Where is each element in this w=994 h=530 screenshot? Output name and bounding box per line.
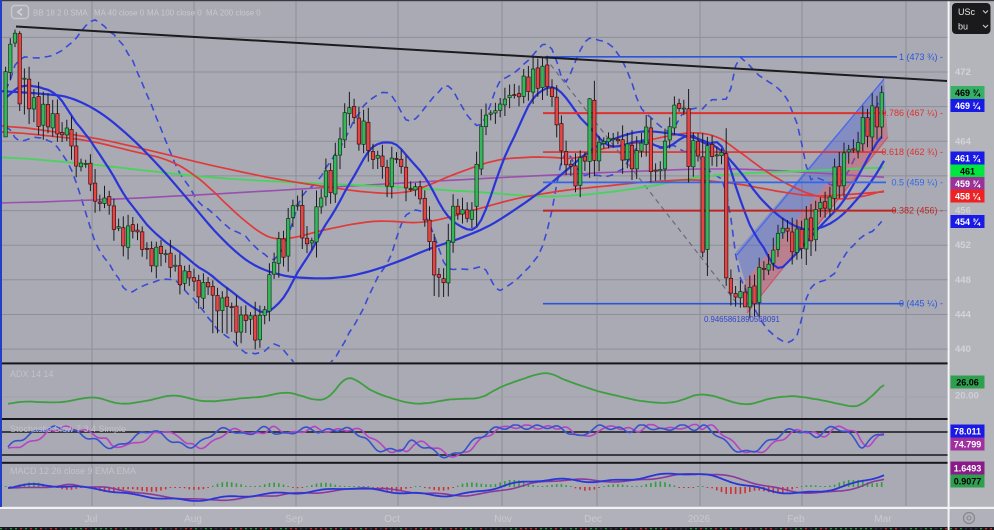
svg-text:Jul: Jul	[85, 514, 98, 525]
svg-text:Stochastic Slow 7 3 4 Simple: Stochastic Slow 7 3 4 Simple	[10, 424, 126, 434]
svg-text:78.011: 78.011	[954, 427, 981, 437]
svg-text:0.9077: 0.9077	[954, 477, 982, 487]
svg-text:0.5 (459 ¼) -: 0.5 (459 ¼) -	[891, 177, 943, 187]
svg-text:26.06: 26.06	[956, 378, 979, 388]
svg-text:469 ¾: 469 ¾	[955, 88, 982, 98]
svg-text:458 ¼: 458 ¼	[955, 192, 982, 202]
svg-text:454 ¾: 454 ¾	[955, 217, 982, 227]
svg-text:MA 100 close 0: MA 100 close 0	[147, 9, 202, 18]
svg-text:ADX 14 14: ADX 14 14	[10, 369, 54, 379]
svg-text:2026: 2026	[688, 514, 711, 525]
svg-text:74.799: 74.799	[954, 440, 982, 450]
svg-text:Mar: Mar	[874, 514, 892, 525]
svg-text:464: 464	[955, 136, 972, 147]
svg-text:448: 448	[955, 275, 971, 286]
svg-text:Nov: Nov	[494, 514, 512, 525]
svg-text:MA 200 close 0: MA 200 close 0	[206, 9, 261, 18]
svg-text:459 ¾: 459 ¾	[955, 179, 982, 189]
svg-text:0.786 (467 ¼) -: 0.786 (467 ¼) -	[881, 108, 943, 118]
svg-text:Oct: Oct	[384, 514, 400, 525]
svg-text:469 ¼: 469 ¼	[955, 101, 982, 111]
svg-text:Sep: Sep	[285, 514, 303, 525]
svg-text:440: 440	[955, 344, 971, 355]
svg-text:Dec: Dec	[584, 514, 602, 525]
svg-text:BB 18 2 0 SMA: BB 18 2 0 SMA	[33, 9, 88, 18]
svg-text:MACD 12 26 close 9 EMA EMA: MACD 12 26 close 9 EMA EMA	[10, 466, 136, 476]
svg-text:456: 456	[955, 206, 971, 217]
svg-text:472: 472	[955, 67, 971, 78]
svg-text:444: 444	[955, 310, 972, 321]
svg-text:1.6493: 1.6493	[954, 464, 982, 474]
svg-text:0.618 (462 ¾) -: 0.618 (462 ¾) -	[881, 147, 943, 157]
svg-text:Aug: Aug	[184, 514, 202, 525]
svg-text:MA 40 close 0: MA 40 close 0	[94, 9, 145, 18]
svg-text:1 (473 ¾) -: 1 (473 ¾) -	[899, 52, 943, 62]
svg-text:461 ¾: 461 ¾	[955, 154, 982, 164]
svg-text:452: 452	[955, 240, 971, 251]
svg-text:20.00: 20.00	[955, 391, 979, 402]
svg-text:0 (445 ¼) -: 0 (445 ¼) -	[899, 299, 943, 309]
svg-text:bu: bu	[958, 22, 968, 32]
svg-text:0.9465861890568091: 0.9465861890568091	[704, 315, 780, 324]
svg-text:USc: USc	[958, 7, 976, 17]
svg-text:461: 461	[960, 167, 975, 177]
svg-text:Feb: Feb	[787, 514, 805, 525]
svg-text:0.382 (456) -: 0.382 (456) -	[891, 206, 943, 216]
